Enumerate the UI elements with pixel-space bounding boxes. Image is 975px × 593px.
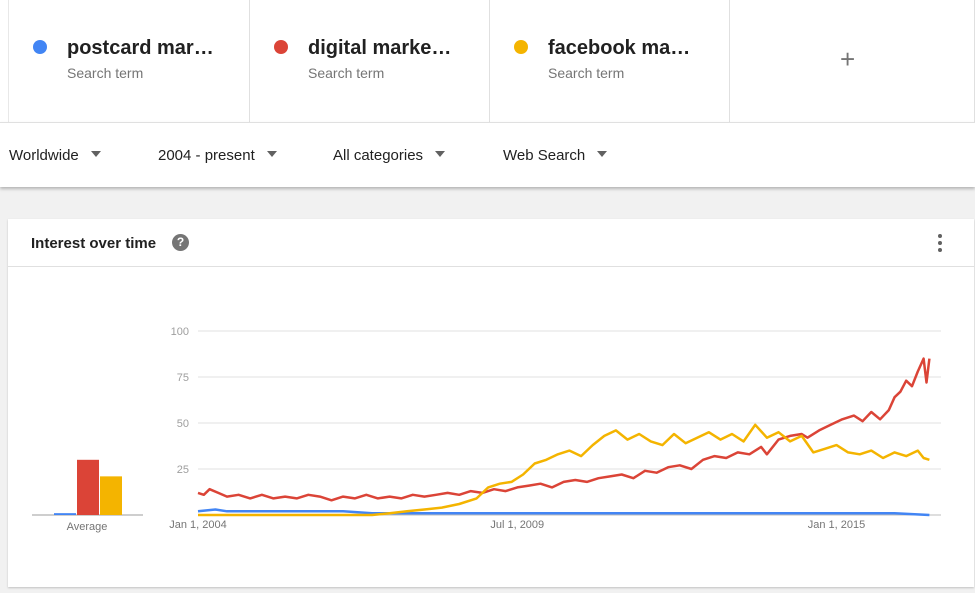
more-options-icon[interactable] <box>937 234 943 252</box>
x-tick-label: Jan 1, 2015 <box>808 519 866 531</box>
search-property-label: Web Search <box>503 147 586 164</box>
help-icon[interactable]: ? <box>172 234 189 251</box>
card-header: Interest over time ? <box>8 219 974 267</box>
average-label: Average <box>67 521 108 533</box>
series-color-dot-icon <box>274 40 288 54</box>
time-range-label: 2004 - present <box>158 147 255 164</box>
region-label: Worldwide <box>9 147 79 164</box>
category-label: All categories <box>333 147 424 164</box>
search-term-1[interactable]: postcard mar… Search term <box>8 0 249 122</box>
search-term-name: digital marke… <box>308 37 452 59</box>
add-term-button[interactable]: + <box>729 0 975 122</box>
search-term-2[interactable]: digital marke… Search term <box>249 0 489 122</box>
caret-down-icon <box>597 151 608 158</box>
search-term-type: Search term <box>548 65 625 81</box>
series-line-1 <box>197 508 930 517</box>
x-tick-label: Jul 1, 2009 <box>490 519 544 531</box>
filter-bar: Worldwide 2004 - present All categories … <box>0 122 975 187</box>
region-dropdown[interactable]: Worldwide <box>9 147 101 164</box>
card-title: Interest over time <box>31 235 157 252</box>
average-bar-1 <box>54 513 76 515</box>
y-tick-label: 75 <box>177 372 189 384</box>
y-tick-label: 100 <box>171 326 189 338</box>
series-line-2 <box>197 357 931 502</box>
y-tick-label: 25 <box>177 464 189 476</box>
series-color-dot-icon <box>514 40 528 54</box>
search-terms-bar: postcard mar… Search term digital marke…… <box>0 0 975 122</box>
search-term-name: postcard mar… <box>67 37 214 59</box>
series-line-3 <box>198 423 930 517</box>
caret-down-icon <box>90 151 101 158</box>
caret-down-icon <box>435 151 446 158</box>
plus-icon: + <box>840 44 856 74</box>
series-color-dot-icon <box>33 40 47 54</box>
time-range-dropdown[interactable]: 2004 - present <box>158 147 277 164</box>
average-bar-3 <box>100 476 122 515</box>
search-term-name: facebook ma… <box>548 37 691 59</box>
y-tick-label: 50 <box>177 418 189 430</box>
caret-down-icon <box>266 151 277 158</box>
interest-chart: 100 75 50 25 Jan 1, 2004 Jul 1, 2009 Jan 1, 20… <box>32 326 941 533</box>
search-property-dropdown[interactable]: Web Search <box>503 147 608 164</box>
average-bar-2 <box>77 459 99 515</box>
search-term-type: Search term <box>67 65 144 81</box>
interest-over-time-card: Interest over time ? 100 75 50 25 Jan 1, 200… <box>8 219 974 587</box>
search-term-3[interactable]: facebook ma… Search term <box>489 0 729 122</box>
search-term-type: Search term <box>308 65 385 81</box>
x-tick-label: Jan 1, 2004 <box>169 519 227 531</box>
category-dropdown[interactable]: All categories <box>333 147 446 164</box>
